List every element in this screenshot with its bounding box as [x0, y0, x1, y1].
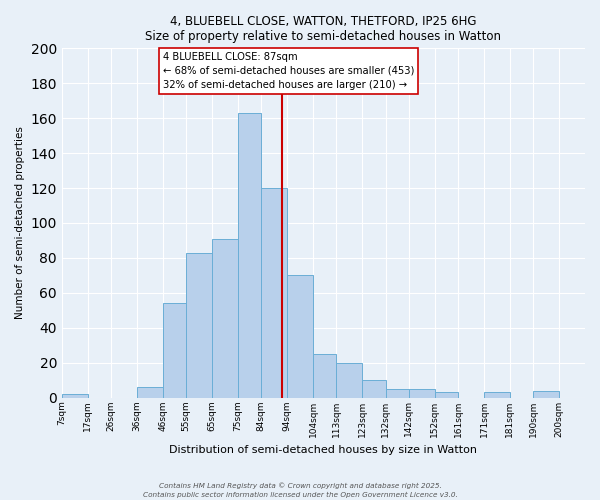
Bar — [435, 392, 458, 398]
Bar — [238, 113, 262, 398]
Bar — [137, 387, 163, 398]
Bar — [386, 389, 409, 398]
Y-axis label: Number of semi-detached properties: Number of semi-detached properties — [15, 126, 25, 320]
Bar — [163, 303, 186, 398]
Bar — [533, 390, 559, 398]
Bar — [313, 354, 337, 398]
Title: 4, BLUEBELL CLOSE, WATTON, THETFORD, IP25 6HG
Size of property relative to semi-: 4, BLUEBELL CLOSE, WATTON, THETFORD, IP2… — [145, 15, 502, 43]
Bar — [186, 252, 212, 398]
Bar — [337, 362, 362, 398]
Bar — [362, 380, 386, 398]
Bar — [409, 389, 435, 398]
Bar — [484, 392, 510, 398]
Bar — [212, 238, 238, 398]
X-axis label: Distribution of semi-detached houses by size in Watton: Distribution of semi-detached houses by … — [169, 445, 478, 455]
Text: Contains HM Land Registry data © Crown copyright and database right 2025.
Contai: Contains HM Land Registry data © Crown c… — [143, 482, 457, 498]
Bar — [262, 188, 287, 398]
Bar — [287, 276, 313, 398]
Bar — [62, 394, 88, 398]
Text: 4 BLUEBELL CLOSE: 87sqm
← 68% of semi-detached houses are smaller (453)
32% of s: 4 BLUEBELL CLOSE: 87sqm ← 68% of semi-de… — [163, 52, 414, 90]
